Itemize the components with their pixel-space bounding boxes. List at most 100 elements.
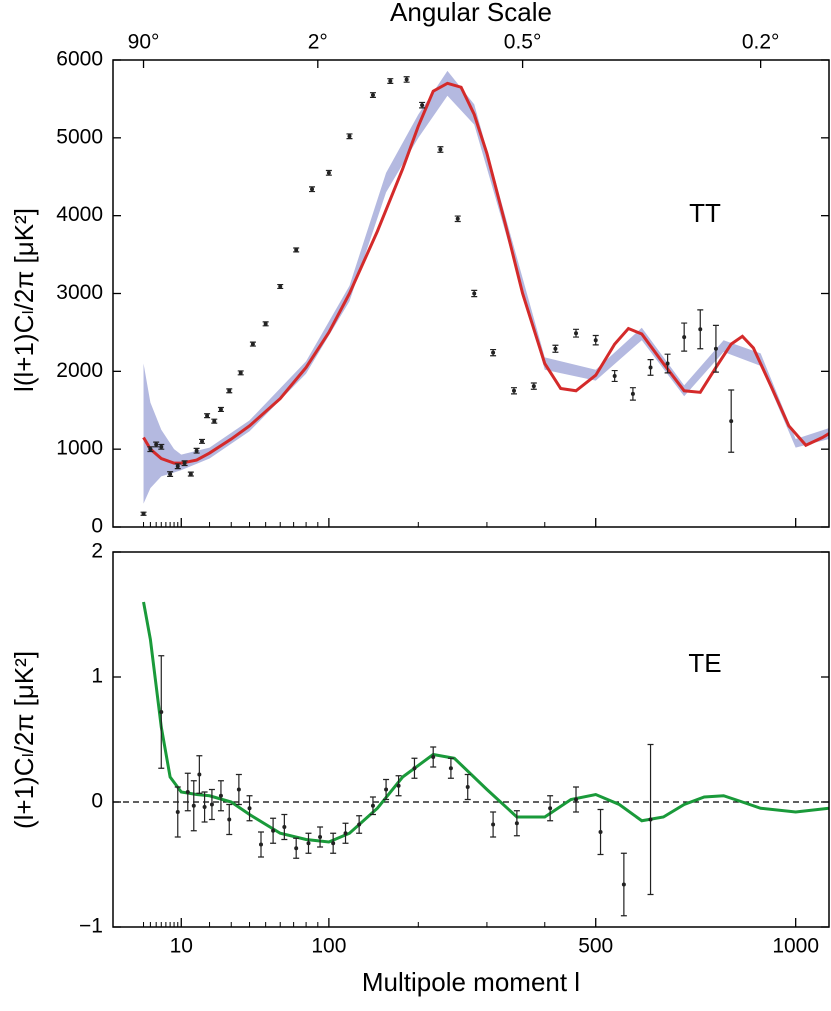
y-tick-label: 4000 (56, 203, 103, 226)
top-tick-label: 0.5° (504, 31, 542, 54)
data-point (159, 444, 164, 449)
data-point (438, 147, 443, 152)
data-point (472, 291, 477, 296)
data-point (209, 802, 214, 807)
x-tick-label: 100 (311, 935, 346, 958)
top-tick-label: 2° (308, 31, 328, 54)
data-point (384, 787, 389, 792)
data-point (396, 783, 401, 788)
data-point (331, 841, 336, 846)
data-point (574, 797, 579, 802)
data-point (343, 831, 348, 836)
data-point (218, 793, 223, 798)
data-point (197, 772, 202, 777)
data-point (574, 331, 579, 336)
data-point (370, 93, 375, 98)
data-point (388, 79, 393, 84)
data-point (511, 388, 516, 393)
data-point (154, 442, 159, 447)
data-point (448, 766, 453, 771)
data-point (200, 439, 205, 444)
y-tick-label: 5000 (56, 125, 103, 148)
data-point (455, 216, 460, 221)
y-tick-label: 2000 (56, 359, 103, 382)
data-point (682, 335, 687, 340)
data-point (175, 464, 180, 469)
y-axis-title: (l+1)Cₗ/2π [μK²] (9, 651, 39, 829)
model-line (142, 81, 829, 465)
y-tick-label: 2 (91, 540, 103, 563)
x-tick-label: 1000 (772, 935, 819, 958)
data-point (648, 365, 653, 370)
data-point (278, 284, 283, 289)
data-point (465, 785, 470, 789)
data-point (212, 419, 217, 424)
data-point (310, 187, 315, 192)
data-point (185, 790, 190, 794)
top-tick-label: 90° (128, 31, 160, 54)
data-point (531, 384, 536, 389)
data-point (236, 787, 241, 792)
y-tick-label: 0 (91, 790, 103, 813)
data-point (182, 461, 187, 466)
data-point (247, 806, 252, 811)
x-tick-label: 500 (578, 935, 613, 958)
y-tick-label: 1000 (56, 437, 103, 460)
data-point (621, 882, 626, 887)
data-point (648, 817, 653, 822)
y-tick-label: −1 (79, 915, 103, 938)
data-point (168, 472, 173, 477)
x-tick-label: 10 (170, 935, 193, 958)
data-point (141, 511, 146, 516)
data-point (306, 841, 311, 846)
data-point (593, 338, 598, 343)
data-point (598, 830, 603, 834)
y-axis-title: l(l+1)Cₗ/2π [μK²] (9, 208, 39, 392)
data-point (263, 321, 268, 326)
y-tick-label: 0 (91, 515, 103, 538)
data-point (227, 388, 232, 393)
data-point (238, 370, 243, 375)
data-point (259, 842, 264, 847)
data-point (420, 103, 425, 108)
data-point (357, 822, 362, 827)
data-point (294, 846, 299, 851)
data-point (202, 805, 207, 809)
data-point (729, 419, 734, 424)
plot-frame (112, 551, 830, 928)
data-point (548, 806, 553, 811)
data-point (370, 803, 375, 808)
y-tick-label: 1 (91, 665, 103, 688)
data-point (271, 828, 276, 833)
error-band (143, 70, 829, 504)
y-tick-label: 3000 (56, 281, 103, 304)
top-axis-title: Angular Scale (390, 0, 552, 27)
data-point (412, 766, 417, 771)
data-point (347, 134, 352, 139)
data-point (218, 407, 223, 412)
data-point (431, 755, 436, 759)
data-point (553, 346, 558, 351)
data-point (205, 413, 210, 418)
y-tick-label: 6000 (56, 48, 103, 71)
model-line (142, 601, 829, 844)
data-point (630, 391, 635, 396)
data-point (491, 822, 496, 827)
data-point (491, 350, 496, 355)
data-point (227, 817, 232, 822)
data-point (188, 472, 193, 477)
data-point (250, 342, 255, 347)
data-point (326, 170, 331, 175)
data-point (665, 361, 670, 366)
data-point (698, 327, 703, 332)
top-tick-label: 0.2° (742, 31, 780, 54)
data-point (282, 825, 287, 829)
data-point (175, 810, 180, 814)
panel-label: TE (688, 648, 721, 678)
data-point (294, 247, 299, 252)
data-point (148, 447, 153, 452)
data-point (514, 821, 519, 826)
data-point (404, 77, 409, 82)
plot-frame (112, 59, 830, 528)
